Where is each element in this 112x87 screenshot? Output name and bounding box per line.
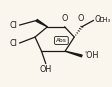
Polygon shape [36, 20, 47, 27]
Text: O: O [94, 15, 100, 24]
Text: OH: OH [39, 65, 51, 74]
Text: O: O [77, 14, 83, 23]
Text: Cl: Cl [9, 39, 17, 48]
Text: O: O [61, 14, 67, 23]
Text: 'OH: 'OH [83, 51, 97, 60]
Polygon shape [65, 51, 81, 57]
Text: Cl: Cl [9, 21, 17, 30]
Text: Abs: Abs [55, 38, 66, 43]
Text: CH₃: CH₃ [98, 17, 110, 23]
